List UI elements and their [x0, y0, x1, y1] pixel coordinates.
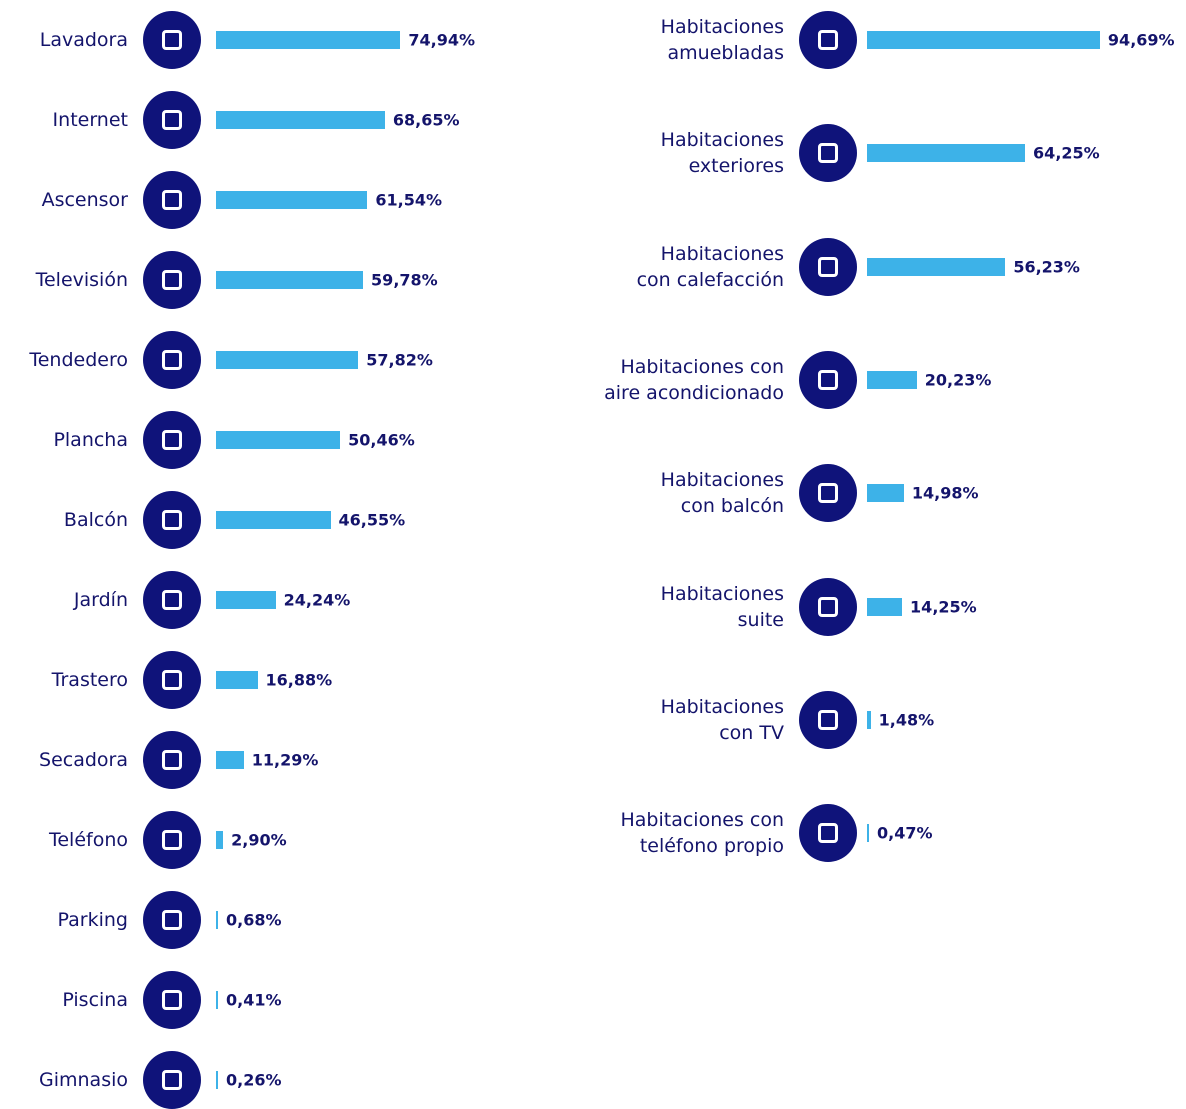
category-label: Parking [57, 909, 128, 931]
value-label: 0,68% [226, 910, 282, 930]
category-label: Habitaciones con balcón [660, 469, 784, 518]
icon [143, 91, 201, 149]
icon [143, 491, 201, 549]
value-label: 61,54% [375, 190, 443, 210]
category-label: Internet [52, 109, 128, 131]
value-label: 50,46% [348, 430, 415, 450]
value-label: 1,48% [878, 710, 935, 730]
icon [143, 891, 201, 949]
bar [867, 710, 871, 729]
category-label: Habitaciones suite [660, 582, 784, 631]
value-label: 56,23% [1013, 257, 1080, 277]
icon [799, 577, 857, 636]
icon [799, 464, 857, 523]
icon [799, 11, 857, 69]
category-label: Plancha [53, 429, 128, 451]
value-label: 64,25% [1033, 143, 1100, 163]
value-label: 46,55% [338, 510, 406, 530]
bar [216, 271, 364, 289]
category-label: Habitaciones con teléfono propio [620, 809, 785, 858]
category-label: Tendedero [29, 349, 128, 371]
icon [143, 11, 201, 69]
value-label: 14,98% [911, 483, 979, 503]
value-label: 68,65% [392, 110, 460, 130]
category-label: Televisión [35, 269, 128, 291]
icon [799, 124, 857, 183]
icon [143, 731, 201, 789]
value-label: 0,47% [877, 823, 933, 843]
bar [216, 591, 276, 609]
bar [216, 831, 224, 849]
bar [216, 431, 341, 449]
value-label: 16,88% [265, 670, 333, 690]
icon [143, 331, 201, 389]
icon [143, 251, 201, 309]
bar [216, 111, 385, 129]
bar [216, 191, 368, 209]
icon [143, 1051, 201, 1109]
category-label: Trastero [51, 669, 128, 691]
category-label: Jardín [73, 589, 128, 611]
category-label: Lavadora [39, 29, 128, 51]
bar [867, 370, 917, 389]
category-label: Balcón [63, 509, 128, 531]
category-label: Gimnasio [39, 1069, 128, 1091]
icon [799, 237, 857, 296]
icon [143, 171, 201, 229]
icon [143, 571, 201, 629]
value-label: 2,90% [231, 830, 287, 850]
value-label: 14,25% [910, 597, 977, 616]
category-label: Habitaciones con aire acondicionado [604, 355, 784, 404]
bar [867, 257, 1006, 276]
bar [867, 484, 904, 503]
bar [216, 351, 359, 369]
bar [867, 824, 869, 843]
value-label: 0,26% [226, 1070, 282, 1090]
bar [867, 144, 1026, 163]
bar [216, 671, 258, 689]
value-label: 59,78% [371, 270, 438, 290]
category-label: Habitaciones con TV [660, 695, 784, 744]
icon [143, 971, 201, 1029]
bar [867, 31, 1100, 49]
value-label: 20,23% [924, 370, 992, 390]
bar [216, 911, 218, 929]
icon [799, 690, 857, 749]
category-label: Ascensor [41, 189, 128, 211]
category-label: Teléfono [48, 829, 128, 851]
category-label: Piscina [62, 989, 128, 1011]
icon [143, 811, 201, 869]
category-label: Habitaciones con calefacción [636, 242, 784, 291]
category-label: Habitaciones exteriores [660, 129, 784, 178]
bar [216, 751, 244, 769]
icon [799, 350, 857, 409]
value-label: 57,82% [366, 350, 433, 370]
value-label: 94,69% [1107, 30, 1175, 50]
bar [867, 597, 903, 616]
value-label: 74,94% [408, 30, 475, 50]
icon [143, 651, 201, 709]
bar [216, 1071, 218, 1089]
bar [216, 991, 218, 1009]
value-label: 24,24% [283, 590, 351, 610]
icon [799, 804, 857, 863]
value-label: 11,29% [251, 750, 319, 770]
icon [143, 411, 201, 469]
category-label: Habitaciones amuebladas [660, 16, 784, 64]
category-label: Secadora [39, 749, 128, 771]
bar [216, 511, 331, 529]
value-label: 0,41% [226, 990, 282, 1010]
bar [216, 31, 401, 49]
